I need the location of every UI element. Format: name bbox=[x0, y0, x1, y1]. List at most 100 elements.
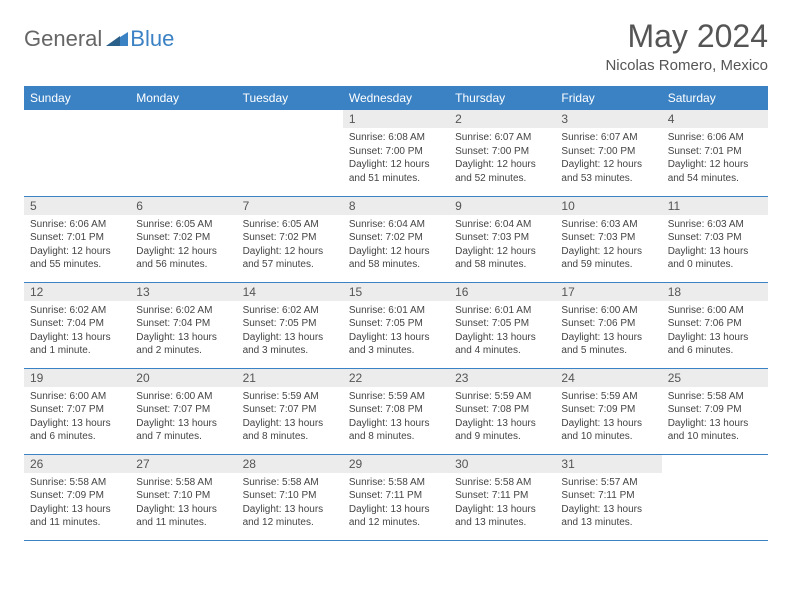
day-body: Sunrise: 6:03 AMSunset: 7:03 PMDaylight:… bbox=[662, 215, 768, 276]
sunset-text: Sunset: 7:07 PM bbox=[30, 403, 124, 417]
day-number: 21 bbox=[237, 369, 343, 387]
day-number: 31 bbox=[555, 455, 661, 473]
sunrise-text: Sunrise: 5:58 AM bbox=[668, 390, 762, 404]
weekday-header: Monday bbox=[130, 86, 236, 110]
day-number: 9 bbox=[449, 197, 555, 215]
day-body: Sunrise: 6:02 AMSunset: 7:04 PMDaylight:… bbox=[130, 301, 236, 362]
sunset-text: Sunset: 7:06 PM bbox=[561, 317, 655, 331]
calendar-day-cell: 16Sunrise: 6:01 AMSunset: 7:05 PMDayligh… bbox=[449, 282, 555, 368]
day-body: Sunrise: 6:00 AMSunset: 7:06 PMDaylight:… bbox=[555, 301, 661, 362]
sunset-text: Sunset: 7:08 PM bbox=[349, 403, 443, 417]
sunrise-text: Sunrise: 6:02 AM bbox=[30, 304, 124, 318]
daylight-text: Daylight: 12 hours and 53 minutes. bbox=[561, 158, 655, 185]
daylight-text: Daylight: 13 hours and 9 minutes. bbox=[455, 417, 549, 444]
daylight-text: Daylight: 13 hours and 13 minutes. bbox=[455, 503, 549, 530]
sunset-text: Sunset: 7:09 PM bbox=[561, 403, 655, 417]
sunset-text: Sunset: 7:08 PM bbox=[455, 403, 549, 417]
daylight-text: Daylight: 13 hours and 2 minutes. bbox=[136, 331, 230, 358]
logo-text-general: General bbox=[24, 26, 102, 52]
day-number: 20 bbox=[130, 369, 236, 387]
calendar-day-cell: 31Sunrise: 5:57 AMSunset: 7:11 PMDayligh… bbox=[555, 454, 661, 540]
sunrise-text: Sunrise: 6:03 AM bbox=[561, 218, 655, 232]
calendar-day-cell bbox=[24, 110, 130, 196]
calendar-table: Sunday Monday Tuesday Wednesday Thursday… bbox=[24, 86, 768, 541]
daylight-text: Daylight: 13 hours and 13 minutes. bbox=[561, 503, 655, 530]
day-number: 6 bbox=[130, 197, 236, 215]
sunset-text: Sunset: 7:05 PM bbox=[243, 317, 337, 331]
day-body: Sunrise: 5:58 AMSunset: 7:11 PMDaylight:… bbox=[449, 473, 555, 534]
day-body: Sunrise: 6:00 AMSunset: 7:06 PMDaylight:… bbox=[662, 301, 768, 362]
day-number: 2 bbox=[449, 110, 555, 128]
day-body: Sunrise: 5:57 AMSunset: 7:11 PMDaylight:… bbox=[555, 473, 661, 534]
sunrise-text: Sunrise: 6:07 AM bbox=[561, 131, 655, 145]
day-number: 15 bbox=[343, 283, 449, 301]
daylight-text: Daylight: 12 hours and 56 minutes. bbox=[136, 245, 230, 272]
calendar-week-row: 1 Sunrise: 6:08 AM Sunset: 7:00 PM Daylight… bbox=[24, 110, 768, 196]
title-block: May 2024 Nicolas Romero, Mexico bbox=[605, 18, 768, 74]
calendar-day-cell: 7Sunrise: 6:05 AMSunset: 7:02 PMDaylight… bbox=[237, 196, 343, 282]
daylight-text: Daylight: 12 hours and 54 minutes. bbox=[668, 158, 762, 185]
sunrise-text: Sunrise: 6:00 AM bbox=[561, 304, 655, 318]
weekday-header: Saturday bbox=[662, 86, 768, 110]
daylight-text: Daylight: 13 hours and 12 minutes. bbox=[349, 503, 443, 530]
sunrise-text: Sunrise: 6:08 AM bbox=[349, 131, 443, 145]
sunrise-text: Sunrise: 5:57 AM bbox=[561, 476, 655, 490]
calendar-day-cell bbox=[662, 454, 768, 540]
sunset-text: Sunset: 7:00 PM bbox=[455, 145, 549, 159]
day-body: Sunrise: 5:58 AMSunset: 7:10 PMDaylight:… bbox=[130, 473, 236, 534]
daylight-text: Daylight: 13 hours and 7 minutes. bbox=[136, 417, 230, 444]
sunset-text: Sunset: 7:11 PM bbox=[455, 489, 549, 503]
day-body: Sunrise: 5:59 AMSunset: 7:08 PMDaylight:… bbox=[449, 387, 555, 448]
calendar-day-cell: 6Sunrise: 6:05 AMSunset: 7:02 PMDaylight… bbox=[130, 196, 236, 282]
sunrise-text: Sunrise: 5:58 AM bbox=[455, 476, 549, 490]
sunrise-text: Sunrise: 6:05 AM bbox=[243, 218, 337, 232]
day-number bbox=[130, 110, 236, 114]
daylight-text: Daylight: 12 hours and 58 minutes. bbox=[455, 245, 549, 272]
daylight-text: Daylight: 13 hours and 5 minutes. bbox=[561, 331, 655, 358]
day-body: Sunrise: 6:01 AMSunset: 7:05 PMDaylight:… bbox=[449, 301, 555, 362]
day-number: 7 bbox=[237, 197, 343, 215]
day-number: 22 bbox=[343, 369, 449, 387]
day-number: 1 bbox=[343, 110, 449, 128]
logo-text-blue: Blue bbox=[130, 26, 174, 52]
day-number: 16 bbox=[449, 283, 555, 301]
day-number: 18 bbox=[662, 283, 768, 301]
day-number: 14 bbox=[237, 283, 343, 301]
calendar-day-cell: 15Sunrise: 6:01 AMSunset: 7:05 PMDayligh… bbox=[343, 282, 449, 368]
day-number: 3 bbox=[555, 110, 661, 128]
calendar-day-cell: 29Sunrise: 5:58 AMSunset: 7:11 PMDayligh… bbox=[343, 454, 449, 540]
sunset-text: Sunset: 7:01 PM bbox=[668, 145, 762, 159]
sunrise-text: Sunrise: 5:58 AM bbox=[349, 476, 443, 490]
calendar-day-cell: 19Sunrise: 6:00 AMSunset: 7:07 PMDayligh… bbox=[24, 368, 130, 454]
daylight-text: Daylight: 12 hours and 59 minutes. bbox=[561, 245, 655, 272]
day-number: 25 bbox=[662, 369, 768, 387]
daylight-text: Daylight: 13 hours and 8 minutes. bbox=[349, 417, 443, 444]
day-body: Sunrise: 5:58 AMSunset: 7:09 PMDaylight:… bbox=[662, 387, 768, 448]
day-body: Sunrise: 6:07 AMSunset: 7:00 PMDaylight:… bbox=[449, 128, 555, 189]
day-number: 23 bbox=[449, 369, 555, 387]
day-body: Sunrise: 5:59 AMSunset: 7:09 PMDaylight:… bbox=[555, 387, 661, 448]
daylight-text: Daylight: 13 hours and 1 minute. bbox=[30, 331, 124, 358]
day-number: 8 bbox=[343, 197, 449, 215]
calendar-day-cell: 24Sunrise: 5:59 AMSunset: 7:09 PMDayligh… bbox=[555, 368, 661, 454]
sunrise-text: Sunrise: 5:59 AM bbox=[349, 390, 443, 404]
daylight-text: Daylight: 13 hours and 6 minutes. bbox=[668, 331, 762, 358]
day-number bbox=[24, 110, 130, 114]
day-number: 27 bbox=[130, 455, 236, 473]
sunset-text: Sunset: 7:05 PM bbox=[349, 317, 443, 331]
calendar-week-row: 26Sunrise: 5:58 AMSunset: 7:09 PMDayligh… bbox=[24, 454, 768, 540]
sunset-text: Sunset: 7:06 PM bbox=[668, 317, 762, 331]
sunrise-text: Sunrise: 6:03 AM bbox=[668, 218, 762, 232]
sunset-text: Sunset: 7:09 PM bbox=[30, 489, 124, 503]
calendar-week-row: 5Sunrise: 6:06 AMSunset: 7:01 PMDaylight… bbox=[24, 196, 768, 282]
daylight-text: Daylight: 13 hours and 6 minutes. bbox=[30, 417, 124, 444]
calendar-day-cell: 22 Sunrise: 5:59 AMSunset: 7:08 PMDayligh… bbox=[343, 368, 449, 454]
calendar-day-cell: 14Sunrise: 6:02 AMSunset: 7:05 PMDayligh… bbox=[237, 282, 343, 368]
day-number: 30 bbox=[449, 455, 555, 473]
day-body: Sunrise: 5:58 AMSunset: 7:09 PMDaylight:… bbox=[24, 473, 130, 534]
day-number: 28 bbox=[237, 455, 343, 473]
sunrise-text: Sunrise: 6:01 AM bbox=[455, 304, 549, 318]
sunrise-text: Sunrise: 6:04 AM bbox=[455, 218, 549, 232]
logo: General Blue bbox=[24, 26, 174, 52]
day-body: Sunrise: 6:07 AMSunset: 7:00 PMDaylight:… bbox=[555, 128, 661, 189]
